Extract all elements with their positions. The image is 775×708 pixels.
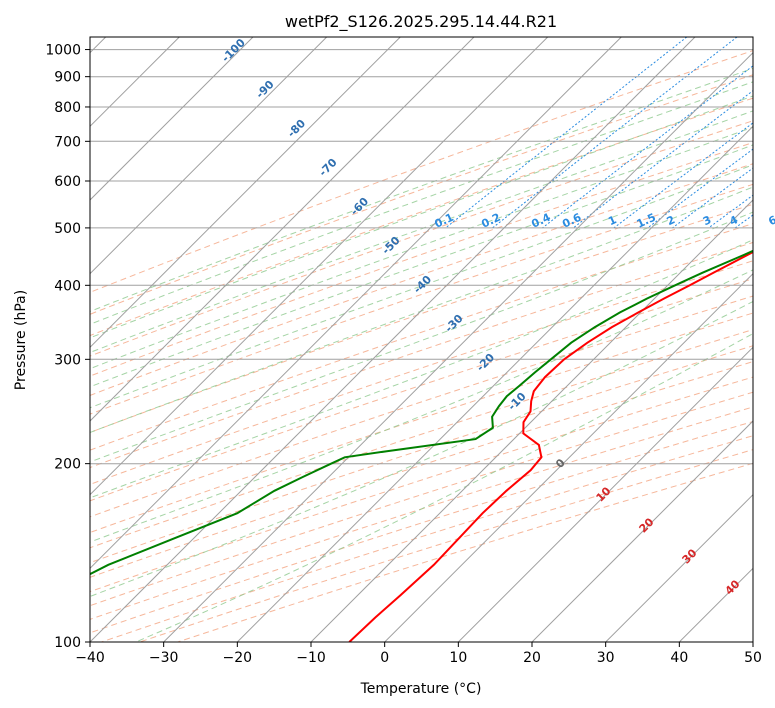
y-tick-label: 800 [54, 100, 81, 116]
isotherm [90, 37, 254, 201]
mixing-ratio-label: 6 [766, 213, 775, 228]
isotherm [752, 641, 753, 642]
x-tick-label: 10 [449, 650, 467, 666]
moist-adiabat [90, 81, 753, 325]
isotherm [384, 272, 753, 642]
dry-adiabat [90, 50, 753, 293]
background-lines [90, 37, 753, 642]
dry-adiabat [90, 183, 753, 415]
axes: −40 −30 −20 −10 0 10 20 30 40 50 100 200 300 400 500 60… [45, 43, 762, 666]
y-tick-label: 600 [54, 174, 81, 190]
moist-adiabat [90, 126, 753, 370]
x-tick-label: 0 [380, 650, 389, 666]
x-tick-label: 40 [670, 650, 688, 666]
dry-adiabat [90, 163, 753, 396]
isotherm [531, 420, 753, 642]
moist-adiabat [90, 110, 753, 354]
isotherm [90, 37, 475, 422]
y-tick-label: 700 [54, 134, 81, 150]
plot-area [90, 37, 753, 642]
x-tick-label: 50 [744, 650, 762, 666]
temperature-profile [348, 250, 753, 642]
profiles [90, 249, 753, 642]
y-tick-label: 300 [54, 352, 81, 368]
isotherm [90, 37, 328, 275]
moist-adiabat [90, 164, 753, 409]
isotherm [163, 51, 753, 642]
moist-adiabat [135, 333, 753, 642]
dry-adiabat [90, 312, 753, 534]
y-tick-label: 1000 [45, 43, 81, 59]
x-tick-label: 20 [523, 650, 541, 666]
x-tick-label: −30 [149, 650, 179, 666]
isotherm [90, 37, 622, 570]
dry-adiabat [90, 278, 753, 502]
y-axis-label: Pressure (hPa) [13, 290, 29, 390]
moist-adiabat [90, 95, 753, 339]
chart-title: wetPf2_S126.2025.295.14.44.R21 [285, 12, 557, 32]
isotherm [236, 125, 753, 642]
y-tick-label: 100 [54, 635, 81, 651]
y-tick-label: 400 [54, 278, 81, 294]
dry-adiabat [90, 391, 753, 607]
dry-adiabat [90, 74, 753, 315]
x-tick-label: −10 [296, 650, 326, 666]
moist-adiabat [90, 211, 753, 463]
isotherm [310, 199, 753, 642]
plot-frame [89, 36, 754, 643]
y-tick-label: 200 [54, 457, 81, 473]
dewpoint-profile [90, 249, 753, 576]
x-tick-label: 30 [597, 650, 615, 666]
y-tick-label: 500 [54, 221, 81, 237]
mixing-ratio-line [613, 122, 753, 229]
mixing-ratio-line [542, 65, 753, 229]
isotherm [605, 493, 753, 642]
x-axis-label: Temperature (°C) [360, 681, 482, 697]
x-tick-label: −40 [75, 650, 105, 666]
dry-adiabat [90, 142, 753, 377]
moist-adiabat [90, 67, 753, 313]
moist-adiabat [90, 186, 753, 434]
mixing-ratio-line [572, 90, 753, 229]
dry-adiabat [90, 329, 753, 549]
dry-adiabat [90, 223, 753, 451]
moist-adiabat [90, 144, 753, 388]
x-tick-label: −20 [223, 650, 253, 666]
y-tick-label: 900 [54, 70, 81, 86]
isotherm [90, 37, 549, 496]
isotherm [457, 346, 753, 642]
isotherm [90, 37, 696, 642]
mixing-ratio-line [672, 167, 753, 229]
dry-adiabat [90, 97, 753, 337]
isotherm [90, 37, 401, 349]
